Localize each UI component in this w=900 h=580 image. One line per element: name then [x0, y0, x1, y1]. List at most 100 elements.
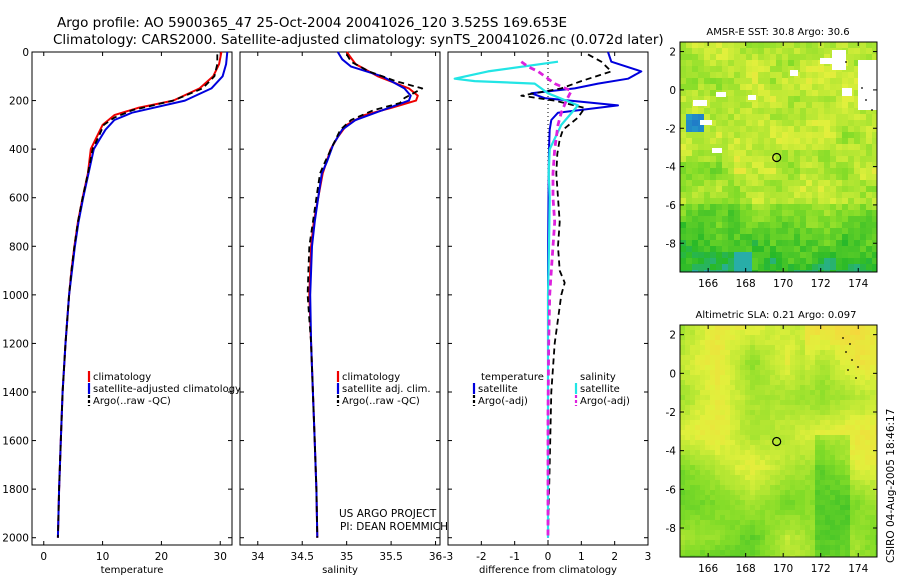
sla_map-cell [735, 500, 741, 506]
sla_map-cell [705, 415, 711, 421]
sst_map-cell [728, 84, 735, 91]
sst_map-cell [818, 228, 825, 235]
sla_map-cell [685, 405, 691, 411]
sla_map-cell [690, 380, 696, 386]
sst_map-cell [722, 54, 729, 61]
sla_map-cell [805, 515, 811, 521]
sst_map-cell [800, 54, 807, 61]
sla_map-cell [740, 500, 746, 506]
sla_map-cell [755, 480, 761, 486]
sst_map-cell [770, 210, 777, 217]
sla_map-cell [755, 530, 761, 536]
sla_map-cell [685, 390, 691, 396]
sla_map-cell [740, 465, 746, 471]
sla_map-cell [815, 475, 821, 481]
sla_map-cell [815, 440, 821, 446]
sst_map-cell [800, 90, 807, 97]
sla_map-cell [820, 530, 826, 536]
sst_map-cell [860, 54, 867, 61]
sst_map-cell [800, 174, 807, 181]
sla_map-cell [710, 530, 716, 536]
sla_map-cell [815, 380, 821, 386]
sst_map-cell [848, 84, 855, 91]
sla_map-cell [720, 435, 726, 441]
sla_map-cell [760, 500, 766, 506]
sst_map-cell [812, 252, 819, 259]
sla_map-cell [680, 440, 686, 446]
sst_map-cell [770, 114, 777, 121]
sst_map-cell [680, 168, 687, 175]
sst_map-cell [866, 42, 873, 49]
sla_map-cell [710, 330, 716, 336]
sla_map-cell [855, 400, 861, 406]
sla_map-cell [770, 530, 776, 536]
sla_map-cell [685, 490, 691, 496]
sla_map-cell [730, 490, 736, 496]
sst_map-cell [776, 180, 783, 187]
sla_map-cell [785, 470, 791, 476]
sla_map-cell [700, 360, 706, 366]
sst_map-cell [764, 168, 771, 175]
sla_map-cell [700, 475, 706, 481]
sla_map-cell [735, 365, 741, 371]
sla_map-cell [730, 470, 736, 476]
sst_map-cell [818, 252, 825, 259]
sla_map-cell [775, 350, 781, 356]
sst_map-cell [824, 258, 831, 265]
sla_map-cell [750, 405, 756, 411]
sst_map-cell [770, 186, 777, 193]
sla_map-cell [710, 380, 716, 386]
sla_map-cell [825, 345, 831, 351]
sla_map-cell [860, 520, 866, 526]
sst_map-cell [776, 168, 783, 175]
sla_map-cell [710, 480, 716, 486]
sst_map-cell [818, 240, 825, 247]
sla_map-cell [840, 360, 846, 366]
sla_map-cell [825, 365, 831, 371]
sst_map-cell [776, 198, 783, 205]
sla_map-cell [830, 410, 836, 416]
sla_map-cell [835, 405, 841, 411]
sst_map-cell [812, 204, 819, 211]
sst_map-cell [770, 102, 777, 109]
sla_map-cell [775, 415, 781, 421]
sst_map-cell [734, 204, 741, 211]
sla_map-cell [810, 470, 816, 476]
sst_map-cell [722, 72, 729, 79]
sst_map-cell [812, 234, 819, 241]
sst_map-cell [764, 114, 771, 121]
sla_map-cell [725, 380, 731, 386]
sst_map-cell [686, 192, 693, 199]
sla_map-cell [820, 510, 826, 516]
sst_map-cell [812, 138, 819, 145]
sla_map-cell [840, 410, 846, 416]
sla_map-cell [690, 405, 696, 411]
sst_map-cell [812, 216, 819, 223]
sla_map-cell [700, 530, 706, 536]
sst_map-cell [794, 60, 801, 67]
sst_map-cell [788, 78, 795, 85]
sst_map-cell [734, 72, 741, 79]
sla_map-cell [730, 500, 736, 506]
sla_map-cell [685, 365, 691, 371]
sla_map-cell [840, 350, 846, 356]
sla_map-cell [765, 435, 771, 441]
sla_map-cell [860, 485, 866, 491]
sst_map-cell [854, 90, 861, 97]
sla_map-cell [865, 525, 871, 531]
sla_map-cell [715, 355, 721, 361]
sla_map-cell [705, 505, 711, 511]
sst_map-cell [728, 264, 735, 271]
sla_map-cell [720, 510, 726, 516]
sst_map-cell [710, 54, 717, 61]
sla_map-cell [860, 515, 866, 521]
sla_map-cell [735, 530, 741, 536]
sst_map-cell [824, 144, 831, 151]
sst_map-cell [854, 246, 861, 253]
sst_map-cell [716, 222, 723, 229]
sla_map-cell [705, 520, 711, 526]
sla_map-cell [700, 425, 706, 431]
sla_map-cell [850, 355, 856, 361]
sst_map-cell [734, 252, 741, 259]
sst-missing-data [842, 88, 852, 96]
